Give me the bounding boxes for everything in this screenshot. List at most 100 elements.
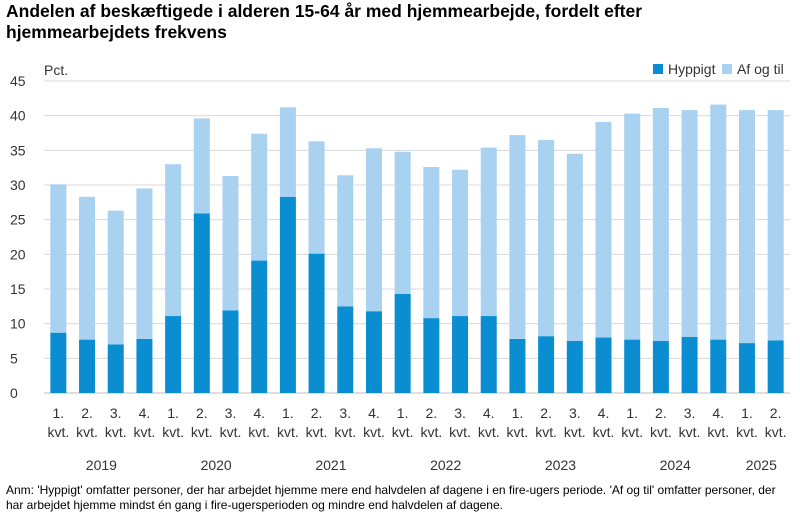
y-tick-label: 5 (10, 350, 18, 366)
bar-hyppigt (222, 310, 239, 393)
legend-swatch-af-og-til (722, 64, 732, 74)
x-tick-quarter: 4. (598, 405, 610, 421)
x-tick-kvt: kvt. (191, 424, 213, 440)
bar-hyppigt (50, 332, 67, 393)
bar-af-og-til (337, 175, 354, 307)
y-tick-label: 10 (10, 316, 26, 332)
x-tick-kvt: kvt. (621, 424, 643, 440)
y-axis-ticks: 0 5 10 15 20 25 30 35 40 45 (10, 73, 26, 401)
x-tick-kvt: kvt. (277, 424, 299, 440)
bar-af-og-til (394, 151, 411, 294)
x-tick-kvt: kvt. (420, 424, 442, 440)
x-tick-quarter: 3. (684, 405, 696, 421)
x-tick-quarter: 3. (225, 405, 237, 421)
x-tick-quarter: 3. (454, 405, 466, 421)
x-tick-quarter: 4. (139, 405, 151, 421)
bar-af-og-til (538, 139, 555, 337)
bar-af-og-til (738, 110, 755, 344)
x-tick-kvt: kvt. (306, 424, 328, 440)
legend: Hyppigt Af og til (653, 61, 784, 77)
x-tick-quarter: 3. (339, 405, 351, 421)
x-tick-kvt: kvt. (535, 424, 557, 440)
x-tick-kvt: kvt. (564, 424, 586, 440)
bar-hyppigt (107, 344, 124, 393)
x-tick-quarter: 4. (368, 405, 380, 421)
bar-af-og-til (767, 110, 784, 341)
bar-af-og-til (193, 118, 210, 214)
x-tick-kvt: kvt. (765, 424, 787, 440)
x-tick-kvt: kvt. (478, 424, 500, 440)
x-tick-quarter: 2. (655, 405, 667, 421)
bar-af-og-til (652, 108, 669, 341)
bar-af-og-til (566, 153, 583, 341)
bar-af-og-til (423, 166, 440, 319)
legend-label-af-og-til: Af og til (737, 61, 784, 77)
x-tick-kvt: kvt. (507, 424, 529, 440)
y-tick-label: 45 (10, 73, 26, 89)
x-tick-kvt: kvt. (334, 424, 356, 440)
x-tick-kvt: kvt. (105, 424, 127, 440)
bar-hyppigt (136, 338, 153, 393)
x-tick-quarter: 1. (741, 405, 753, 421)
bar-hyppigt (452, 316, 469, 393)
bar-hyppigt (193, 213, 210, 393)
x-year-label: 2024 (660, 457, 691, 473)
bar-hyppigt (538, 336, 555, 393)
x-year-label: 2023 (545, 457, 576, 473)
bar-af-og-til (480, 147, 497, 317)
x-tick-kvt: kvt. (220, 424, 242, 440)
x-tick-quarter: 2. (311, 405, 323, 421)
bar-hyppigt (566, 341, 583, 393)
bar-hyppigt (509, 338, 526, 393)
x-tick-quarter: 2. (81, 405, 93, 421)
bar-hyppigt (337, 306, 354, 393)
x-tick-kvt: kvt. (76, 424, 98, 440)
x-tick-quarter: 2. (196, 405, 208, 421)
y-unit-label: Pct. (44, 62, 68, 78)
bar-af-og-til (165, 164, 182, 317)
bar-hyppigt (767, 340, 784, 393)
bar-af-og-til (681, 110, 698, 337)
bar-af-og-til (509, 135, 526, 339)
legend-label-hyppigt: Hyppigt (668, 61, 716, 77)
bar-hyppigt (251, 260, 268, 393)
x-tick-kvt: kvt. (650, 424, 672, 440)
bar-af-og-til (136, 188, 153, 339)
x-tick-kvt: kvt. (392, 424, 414, 440)
legend-swatch-hyppigt (653, 64, 663, 74)
x-tick-kvt: kvt. (679, 424, 701, 440)
bar-af-og-til (595, 121, 612, 338)
bar-hyppigt (681, 336, 698, 393)
x-tick-kvt: kvt. (449, 424, 471, 440)
x-tick-kvt: kvt. (162, 424, 184, 440)
x-tick-quarter: 2. (770, 405, 782, 421)
x-tick-quarter: 2. (426, 405, 438, 421)
bar-af-og-til (79, 196, 96, 340)
x-tick-kvt: kvt. (134, 424, 156, 440)
x-tick-kvt: kvt. (363, 424, 385, 440)
bar-hyppigt (365, 311, 382, 393)
x-tick-quarter: 3. (110, 405, 122, 421)
x-tick-kvt: kvt. (593, 424, 615, 440)
x-tick-kvt: kvt. (736, 424, 758, 440)
bar-hyppigt (624, 339, 641, 393)
bar-af-og-til (710, 104, 727, 340)
x-axis-year-labels: 2019 2020 2021 2022 2023 2024 2025 (86, 457, 777, 473)
x-axis-quarter-labels: 1. kvt. 2. kvt. 3. kvt. 4. kvt. 1. kvt. 2. kvt. 3. kv… (47, 405, 786, 440)
bar-hyppigt (480, 316, 497, 393)
bar-af-og-til (279, 107, 296, 197)
bar-hyppigt (279, 196, 296, 393)
y-tick-label: 30 (10, 177, 26, 193)
bar-hyppigt (738, 343, 755, 393)
x-tick-quarter: 4. (253, 405, 265, 421)
gridlines (44, 80, 790, 394)
bar-hyppigt (652, 341, 669, 393)
x-tick-kvt: kvt. (707, 424, 729, 440)
chart-title: Andelen af beskæftigede i alderen 15-64 … (6, 1, 643, 42)
bar-af-og-til (251, 133, 268, 261)
y-tick-label: 0 (10, 385, 18, 401)
x-tick-kvt: kvt. (47, 424, 69, 440)
x-year-label: 2022 (430, 457, 461, 473)
bar-af-og-til (107, 210, 124, 345)
